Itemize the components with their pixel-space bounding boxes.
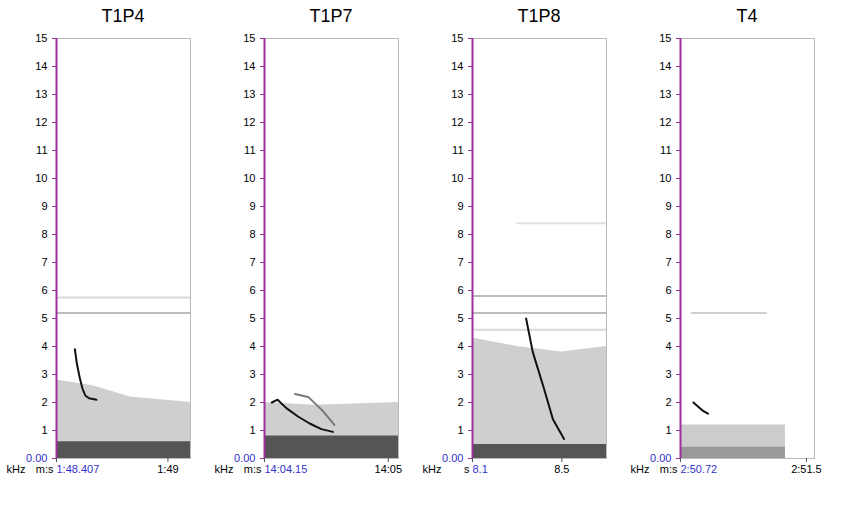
svg-text:10: 10: [35, 172, 47, 184]
svg-text:2: 2: [249, 396, 255, 408]
svg-text:m:s: m:s: [36, 463, 54, 475]
svg-text:1: 1: [665, 424, 671, 436]
svg-text:kHz: kHz: [7, 463, 26, 475]
svg-text:11: 11: [452, 144, 463, 156]
svg-text:9: 9: [457, 200, 463, 212]
svg-text:2:50.72: 2:50.72: [681, 463, 718, 475]
svg-text:7: 7: [41, 256, 47, 268]
svg-text:s: s: [464, 463, 470, 475]
svg-text:13: 13: [35, 88, 47, 100]
svg-text:5: 5: [41, 312, 47, 324]
svg-text:14:04.15: 14:04.15: [265, 463, 308, 475]
svg-text:1: 1: [249, 424, 255, 436]
svg-text:5: 5: [457, 312, 463, 324]
svg-text:2: 2: [457, 396, 463, 408]
svg-text:kHz: kHz: [215, 463, 234, 475]
svg-text:12: 12: [451, 116, 463, 128]
svg-text:13: 13: [243, 88, 255, 100]
svg-text:14: 14: [659, 60, 671, 72]
svg-text:10: 10: [451, 172, 463, 184]
svg-text:1: 1: [41, 424, 47, 436]
svg-text:0.00: 0.00: [26, 452, 48, 464]
svg-text:1:48.407: 1:48.407: [57, 463, 100, 475]
svg-text:12: 12: [243, 116, 255, 128]
svg-text:9: 9: [41, 200, 47, 212]
svg-text:8: 8: [41, 228, 47, 240]
svg-text:11: 11: [36, 144, 47, 156]
svg-text:15: 15: [243, 32, 255, 44]
svg-text:8.5: 8.5: [554, 463, 569, 475]
svg-text:14: 14: [243, 60, 255, 72]
svg-text:1:49: 1:49: [157, 463, 178, 475]
svg-text:0.00: 0.00: [442, 452, 463, 464]
svg-text:0.00: 0.00: [234, 452, 256, 464]
svg-text:8.1: 8.1: [473, 463, 488, 475]
svg-text:7: 7: [457, 256, 463, 268]
svg-text:3: 3: [41, 368, 47, 380]
svg-text:15: 15: [451, 32, 463, 44]
svg-text:m:s: m:s: [660, 463, 678, 475]
html-text:T1P8: T1P8: [517, 6, 561, 26]
svg-text:10: 10: [243, 172, 255, 184]
svg-text:4: 4: [665, 340, 671, 352]
svg-text:6: 6: [249, 284, 255, 296]
svg-text:13: 13: [659, 88, 671, 100]
svg-text:6: 6: [457, 284, 463, 296]
svg-text:2: 2: [41, 396, 47, 408]
svg-text:0.00: 0.00: [650, 452, 672, 464]
svg-text:14:05: 14:05: [375, 463, 403, 475]
svg-text:kHz: kHz: [423, 463, 442, 475]
svg-text:3: 3: [665, 368, 671, 380]
svg-text:8: 8: [249, 228, 255, 240]
svg-text:2:51.5: 2:51.5: [791, 463, 822, 475]
svg-text:12: 12: [35, 116, 47, 128]
svg-text:8: 8: [665, 228, 671, 240]
svg-text:14: 14: [451, 60, 463, 72]
svg-text:4: 4: [41, 340, 47, 352]
svg-text:3: 3: [457, 368, 463, 380]
svg-text:8: 8: [457, 228, 463, 240]
svg-text:4: 4: [249, 340, 255, 352]
svg-text:6: 6: [41, 284, 47, 296]
svg-text:2: 2: [665, 396, 671, 408]
svg-text:15: 15: [659, 32, 671, 44]
svg-text:3: 3: [249, 368, 255, 380]
svg-text:9: 9: [665, 200, 671, 212]
svg-text:9: 9: [249, 200, 255, 212]
svg-text:7: 7: [249, 256, 255, 268]
svg-text:10: 10: [659, 172, 671, 184]
svg-text:6: 6: [665, 284, 671, 296]
svg-text:m:s: m:s: [244, 463, 262, 475]
html-text:T4: T4: [736, 6, 758, 26]
svg-text:7: 7: [665, 256, 671, 268]
svg-text:14: 14: [35, 60, 47, 72]
svg-text:11: 11: [660, 144, 671, 156]
svg-text:12: 12: [659, 116, 671, 128]
svg-text:5: 5: [665, 312, 671, 324]
svg-text:4: 4: [457, 340, 463, 352]
html-text:T1P7: T1P7: [309, 6, 353, 26]
html-text:T1P4: T1P4: [101, 6, 145, 26]
svg-text:11: 11: [244, 144, 255, 156]
svg-text:1: 1: [457, 424, 463, 436]
svg-text:15: 15: [35, 32, 47, 44]
svg-text:kHz: kHz: [631, 463, 650, 475]
svg-text:5: 5: [249, 312, 255, 324]
svg-text:13: 13: [451, 88, 463, 100]
